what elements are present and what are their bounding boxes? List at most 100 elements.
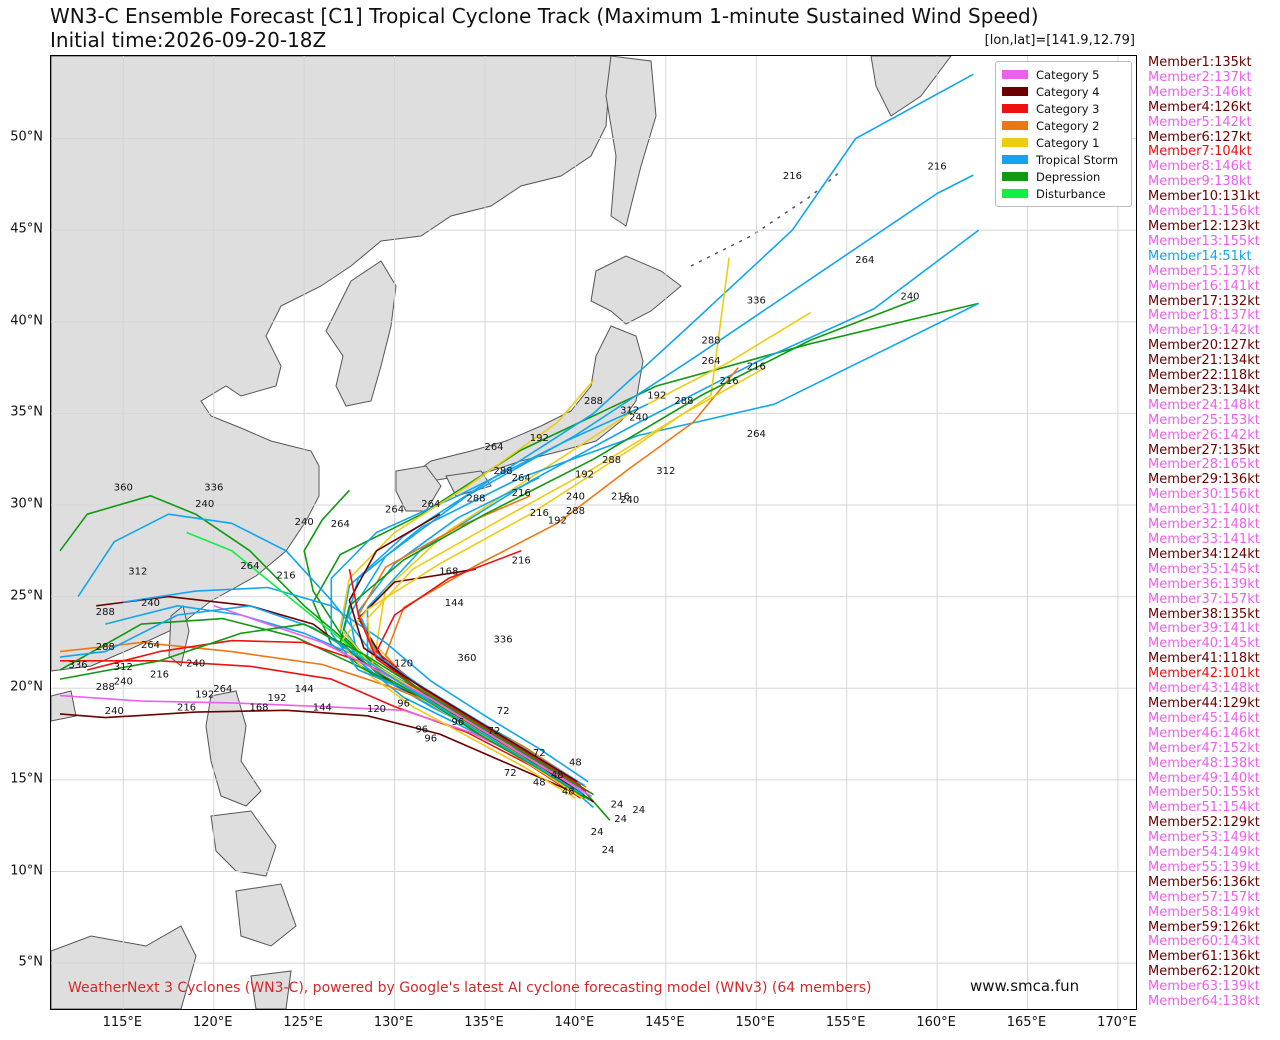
forecast-hour-label: 240 [195, 499, 214, 510]
member-intensity: Member26:142kt [1148, 427, 1260, 443]
legend-label: Category 1 [1036, 135, 1100, 150]
legend-item: Tropical Storm [1002, 151, 1125, 168]
category-legend: Category 5 Category 4 Category 3 Category 2… [995, 61, 1132, 207]
member-intensity: Member37:157kt [1148, 591, 1260, 607]
member-intensity: Member58:149kt [1148, 904, 1260, 920]
member-intensity: Member50:155kt [1148, 785, 1260, 801]
forecast-hour-label: 216 [530, 508, 549, 519]
forecast-hour-label: 288 [701, 336, 720, 347]
member-track-11[interactable] [60, 659, 582, 799]
forecast-hour-label: 192 [530, 433, 549, 444]
legend-label: Disturbance [1036, 186, 1106, 201]
legend-swatch [1002, 121, 1028, 130]
member-intensity: Member12:123kt [1148, 218, 1260, 234]
forecast-hour-label: 96 [397, 699, 410, 710]
hokkaido [590, 255, 682, 325]
forecast-hour-label: 120 [367, 704, 386, 715]
member-intensity: Member16:141kt [1148, 278, 1260, 294]
member-intensity: Member63:139kt [1148, 979, 1260, 995]
visayas [210, 810, 277, 877]
forecast-hour-label: 336 [494, 635, 513, 646]
forecast-hour-label: 312 [656, 466, 675, 477]
luzon [205, 690, 262, 807]
member-track-13[interactable] [59, 709, 567, 790]
member-track-4[interactable] [366, 229, 980, 785]
forecast-hour-label: 168 [249, 702, 268, 713]
member-track-32[interactable] [59, 604, 584, 796]
member-track-25[interactable] [357, 495, 587, 788]
member-intensity: Member52:129kt [1148, 815, 1260, 831]
legend-item: Category 2 [1002, 117, 1125, 134]
member-track-20[interactable] [123, 586, 589, 783]
legend-swatch [1002, 189, 1028, 198]
forecast-hour-label: 264 [855, 255, 874, 266]
lon-tick-label: 165°E [1006, 1015, 1047, 1030]
forecast-hour-label: 24 [591, 827, 604, 838]
member-track-27[interactable] [339, 298, 916, 801]
forecast-hour-label: 48 [551, 770, 564, 781]
member-intensity: Member40:145kt [1148, 636, 1260, 652]
forecast-hour-label: 192 [195, 689, 214, 700]
member-intensity: Member55:139kt [1148, 859, 1260, 875]
legend-label: Category 3 [1036, 101, 1100, 116]
forecast-hour-label: 288 [674, 396, 693, 407]
member-track-31[interactable] [348, 513, 578, 783]
forecast-hour-label: 48 [569, 757, 582, 768]
forecast-hour-label: 288 [96, 607, 115, 618]
member-track-19[interactable] [339, 257, 730, 799]
lat-tick-label: 45°N [10, 221, 43, 237]
land-layer [51, 56, 952, 1009]
member-intensity: Member30:156kt [1148, 487, 1260, 503]
member-intensity: Member47:152kt [1148, 740, 1260, 756]
forecast-hour-label: 240 [629, 413, 648, 424]
member-intensity: Member39:141kt [1148, 621, 1260, 637]
track-map[interactable]: 24 24 24 24 24 48 48 48 48 72 72 72 72 96 96 96 96 120 120… [50, 55, 1137, 1010]
member-intensity: Member9:138kt [1148, 174, 1252, 190]
forecast-hour-label: 288 [602, 455, 621, 466]
member-intensity: Member62:120kt [1148, 964, 1260, 980]
website-label[interactable]: www.smca.fun [970, 977, 1080, 995]
forecast-hour-label: 192 [575, 470, 594, 481]
forecast-hour-label: 24 [602, 845, 615, 856]
member-intensity: Member49:140kt [1148, 770, 1260, 786]
forecast-hour-label: 288 [566, 506, 585, 517]
forecast-hour-label: 216 [747, 361, 766, 372]
member-intensity: Member51:154kt [1148, 800, 1260, 816]
forecast-hour-label: 192 [267, 693, 286, 704]
forecast-hour-label: 216 [783, 171, 802, 182]
lon-tick-label: 115°E [102, 1015, 143, 1030]
member-intensity: Member4:126kt [1148, 99, 1252, 115]
member-intensity: Member32:148kt [1148, 517, 1260, 533]
member-intensity: Member45:146kt [1148, 710, 1260, 726]
member-intensity: Member23:134kt [1148, 382, 1260, 398]
member-track-34[interactable] [59, 623, 582, 788]
forecast-hour-label: 264 [484, 442, 503, 453]
member-track-1[interactable] [312, 302, 979, 821]
forecast-hour-label: 240 [105, 706, 124, 717]
forecast-hour-label: 264 [421, 499, 440, 510]
forecast-hour-label: 360 [457, 653, 476, 664]
legend-swatch [1002, 70, 1028, 79]
forecast-hour-label: 288 [494, 466, 513, 477]
forecast-hour-label: 312 [114, 662, 133, 673]
forecast-hour-label: 216 [928, 162, 947, 173]
forecast-hour-label: 240 [295, 517, 314, 528]
legend-swatch [1002, 155, 1028, 164]
legend-item: Category 5 [1002, 66, 1125, 83]
member-intensity: Member28:165kt [1148, 457, 1260, 473]
member-intensity: Member35:145kt [1148, 561, 1260, 577]
member-intensity: Member59:126kt [1148, 919, 1260, 935]
forecast-hour-label: 216 [512, 556, 531, 567]
forecast-hour-label: 216 [512, 488, 531, 499]
member-intensity: Member13:155kt [1148, 233, 1260, 249]
forecast-hour-label: 264 [747, 429, 766, 440]
lat-tick-label: 25°N [10, 588, 43, 604]
member-track-16[interactable] [357, 476, 580, 792]
member-intensity: Member17:132kt [1148, 293, 1260, 309]
legend-label: Category 2 [1036, 118, 1100, 133]
member-intensity: Member60:143kt [1148, 934, 1260, 950]
member-track-18[interactable] [375, 550, 585, 790]
forecast-hour-label: 240 [620, 495, 639, 506]
forecast-hour-label: 24 [632, 805, 645, 816]
forecast-hour-label: 240 [186, 658, 205, 669]
